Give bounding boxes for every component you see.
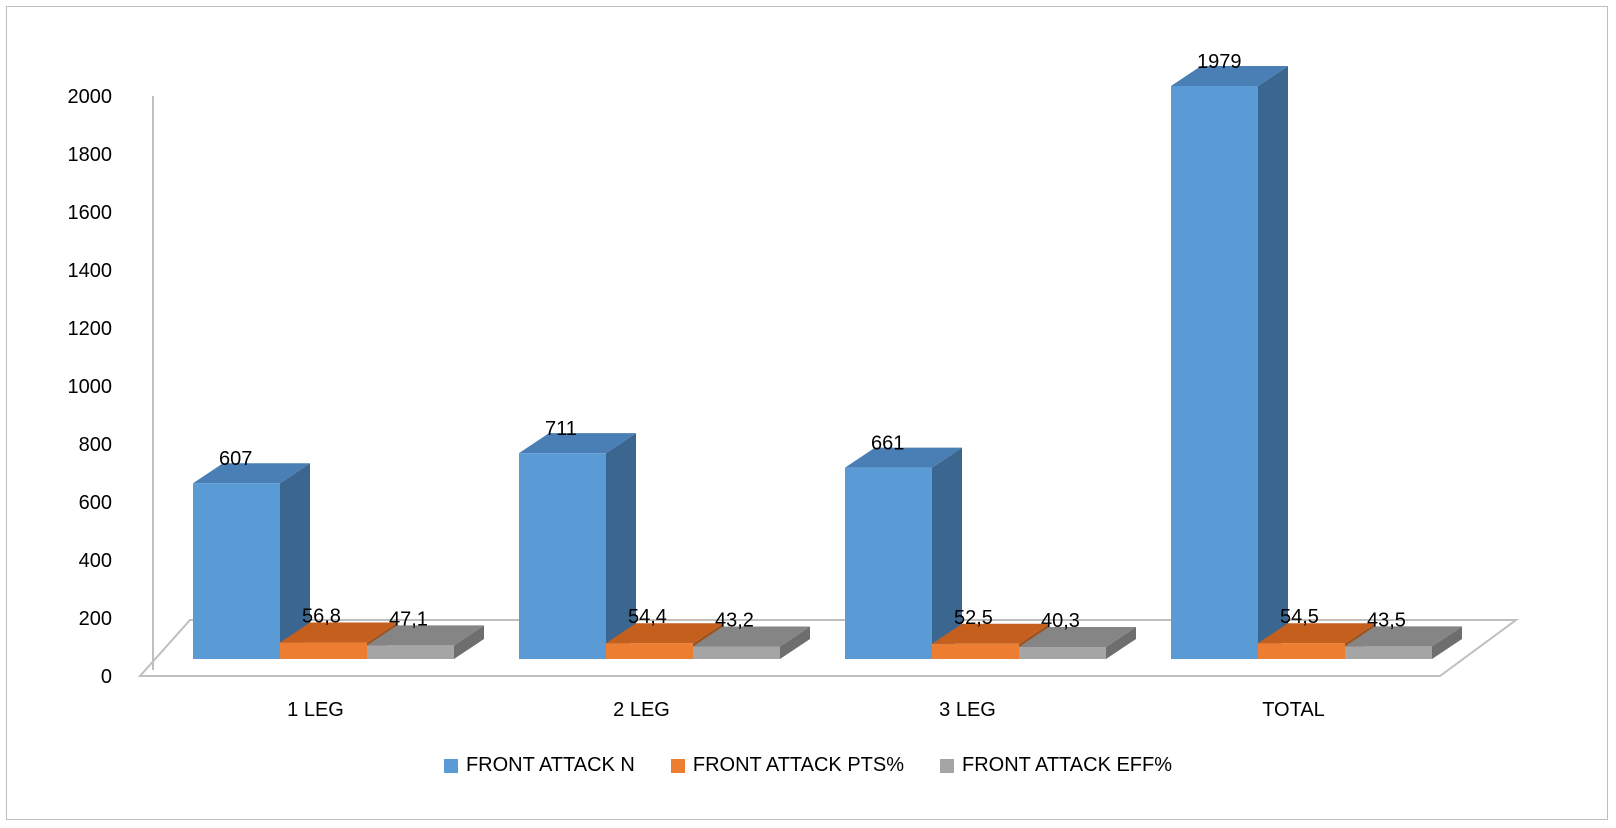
data-label: 1979 <box>1197 51 1242 73</box>
y-tick-label: 400 <box>79 550 112 572</box>
chart-floor <box>137 619 1520 677</box>
floor-plane <box>137 619 1520 677</box>
bar <box>193 483 280 659</box>
y-tick-label: 2000 <box>68 86 113 108</box>
legend-swatch <box>670 758 685 773</box>
data-label: 43,2 <box>715 609 754 631</box>
data-label: 43,5 <box>1367 609 1406 631</box>
bar-top <box>1258 623 1375 644</box>
y-axis: 0 200 400 600 800 1000 1200 1400 1600 1800 2000 <box>68 86 154 688</box>
data-label: 47,1 <box>389 608 428 630</box>
bar-top <box>932 623 1049 644</box>
legend-label: FRONT ATTACK N <box>465 754 635 776</box>
x-category-label: 1 LEG <box>287 699 344 721</box>
data-label: 54,4 <box>628 606 667 628</box>
x-axis: 1 LEG 2 LEG 3 LEG TOTAL <box>287 699 1325 721</box>
bars <box>193 66 1462 659</box>
bar-top <box>193 463 310 484</box>
bar-top <box>519 433 636 454</box>
legend-item: FRONT ATTACK PTS% <box>670 754 905 777</box>
bar <box>1345 646 1432 659</box>
bar-side <box>454 625 484 659</box>
data-label: 56,8 <box>302 606 341 628</box>
y-tick-label: 600 <box>79 492 112 514</box>
x-category-label: 2 LEG <box>613 699 670 721</box>
bar <box>1258 643 1345 659</box>
x-category-label: 3 LEG <box>939 699 996 721</box>
bar-top <box>1171 66 1288 86</box>
legend-item: FRONT ATTACK N <box>443 754 635 777</box>
legend: FRONT ATTACK N FRONT ATTACK PTS% FRONT ATT… <box>0 754 1616 777</box>
bar <box>845 467 932 659</box>
data-label: 54,5 <box>1280 606 1319 628</box>
data-label: 661 <box>871 433 904 455</box>
bar-side <box>780 626 810 659</box>
y-tick-label: 1200 <box>68 318 113 340</box>
bar-top <box>280 622 397 643</box>
bar-side <box>606 433 636 659</box>
y-tick-label: 200 <box>79 608 112 630</box>
bar <box>1019 647 1106 659</box>
bar <box>693 646 780 659</box>
bar-top <box>1019 627 1136 647</box>
data-label: 52,5 <box>954 607 993 629</box>
data-labels: 607 56,8 47,1 711 54,4 43,2 661 52,5 40,3 1979 54,… <box>219 51 1406 632</box>
y-tick-label: 800 <box>79 434 112 456</box>
bar-side <box>1432 626 1462 659</box>
bar-side <box>1106 627 1136 659</box>
chart-frame <box>6 6 1608 820</box>
legend-swatch <box>443 758 458 773</box>
legend-label: FRONT ATTACK EFF% <box>962 754 1173 776</box>
bar <box>280 642 367 659</box>
bar <box>519 453 606 659</box>
bar <box>606 643 693 659</box>
y-tick-label: 0 <box>101 666 112 688</box>
bar-side <box>280 463 310 659</box>
bar <box>367 645 454 659</box>
x-category-label: TOTAL <box>1262 699 1325 721</box>
legend-item: FRONT ATTACK EFF% <box>940 754 1172 777</box>
y-tick-label: 1400 <box>68 260 113 282</box>
data-label: 40,3 <box>1041 610 1080 632</box>
bar-top <box>693 626 810 647</box>
legend-label: FRONT ATTACK PTS% <box>692 754 905 776</box>
bar <box>932 643 1019 659</box>
bar-side <box>932 447 962 659</box>
y-tick-label: 1800 <box>68 144 113 166</box>
bar-top <box>1345 626 1462 647</box>
legend-swatch <box>940 758 955 773</box>
data-label: 711 <box>545 418 577 440</box>
bar-side <box>1258 66 1288 659</box>
y-tick-label: 1000 <box>68 376 113 398</box>
data-label: 607 <box>219 448 252 470</box>
bar <box>1171 86 1258 659</box>
bar-top <box>845 447 962 468</box>
bar-top <box>367 625 484 646</box>
bar-top <box>606 623 723 644</box>
y-tick-label: 1600 <box>68 202 113 224</box>
